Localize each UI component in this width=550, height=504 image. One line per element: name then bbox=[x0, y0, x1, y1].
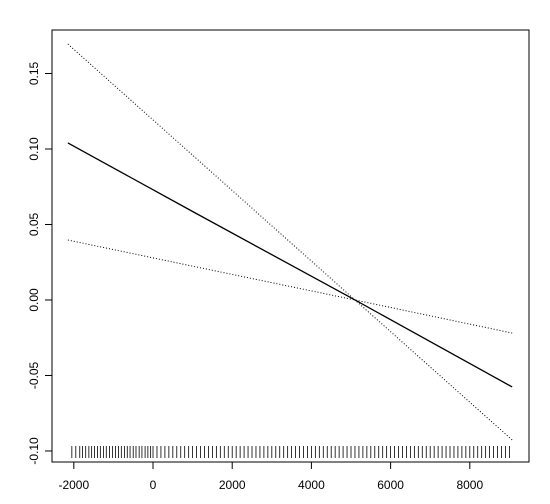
x-tick-label: 6000 bbox=[377, 478, 404, 492]
x-tick-label: 4000 bbox=[298, 478, 325, 492]
x-tick-label: 0 bbox=[150, 478, 157, 492]
line bbox=[67, 142, 513, 388]
y-tick-label: 0.10 bbox=[27, 137, 41, 161]
line bbox=[67, 239, 513, 334]
y-tick-label: 0.05 bbox=[27, 212, 41, 236]
plot-box bbox=[51, 29, 530, 463]
x-tick-label: 2000 bbox=[219, 478, 246, 492]
y-tick-label: 0.15 bbox=[27, 61, 41, 85]
x-tick-label: 8000 bbox=[456, 478, 483, 492]
y-tick-label: -0.05 bbox=[27, 361, 41, 389]
y-tick-label: -0.10 bbox=[27, 437, 41, 465]
y-tick-label: 0.00 bbox=[27, 288, 41, 312]
line bbox=[67, 43, 513, 441]
x-tick-label: -2000 bbox=[58, 478, 89, 492]
